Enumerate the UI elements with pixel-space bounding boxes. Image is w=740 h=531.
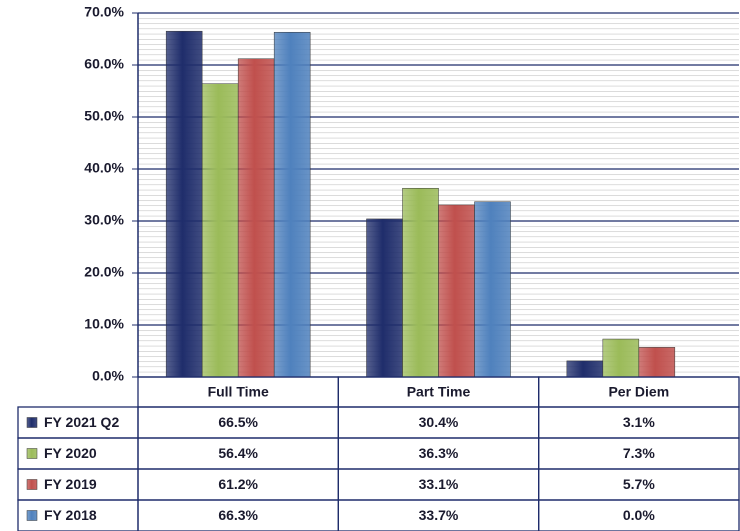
table-value: 66.3%: [218, 507, 258, 523]
table-value: 36.3%: [419, 445, 459, 461]
y-tick-label: 20.0%: [84, 264, 124, 280]
y-tick-label: 30.0%: [84, 212, 124, 228]
table-value: 5.7%: [623, 476, 655, 492]
bar: [165, 30, 203, 378]
y-tick-label: 60.0%: [84, 56, 124, 72]
table-value: 33.1%: [419, 476, 459, 492]
y-tick-label: 40.0%: [84, 160, 124, 176]
legend-label: FY 2021 Q2: [44, 414, 119, 430]
table-value: 56.4%: [218, 445, 258, 461]
bar: [474, 201, 511, 378]
bar: [566, 360, 604, 378]
x-tick-label: Per Diem: [608, 384, 669, 400]
legend-label: FY 2020: [44, 445, 97, 461]
table-value: 30.4%: [419, 414, 459, 430]
bar: [602, 338, 640, 378]
table-cell: [538, 499, 740, 531]
bar: [366, 218, 403, 378]
y-tick-label: 10.0%: [84, 316, 124, 332]
legend-swatch: [26, 510, 38, 521]
legend-label: FY 2018: [44, 507, 97, 523]
table-value: 33.7%: [419, 507, 459, 523]
x-tick-label: Part Time: [407, 384, 471, 400]
legend-swatch: [26, 479, 38, 490]
y-tick-label: 70.0%: [84, 4, 124, 20]
y-tick-label: 50.0%: [84, 108, 124, 124]
bar: [438, 204, 475, 378]
bar: [201, 83, 239, 378]
bar: [273, 31, 311, 378]
table-value: 61.2%: [218, 476, 258, 492]
bar: [402, 187, 439, 378]
legend-swatch: [26, 448, 38, 459]
table-value: 3.1%: [623, 414, 655, 430]
table-value: 0.0%: [623, 507, 655, 523]
x-tick-label: Full Time: [208, 384, 269, 400]
bar: [638, 347, 676, 378]
y-tick-label: 0.0%: [92, 368, 124, 384]
table-value: 66.5%: [218, 414, 258, 430]
table-value: 7.3%: [623, 445, 655, 461]
legend-label: FY 2019: [44, 476, 97, 492]
bar: [237, 58, 275, 378]
legend-swatch: [26, 417, 38, 428]
